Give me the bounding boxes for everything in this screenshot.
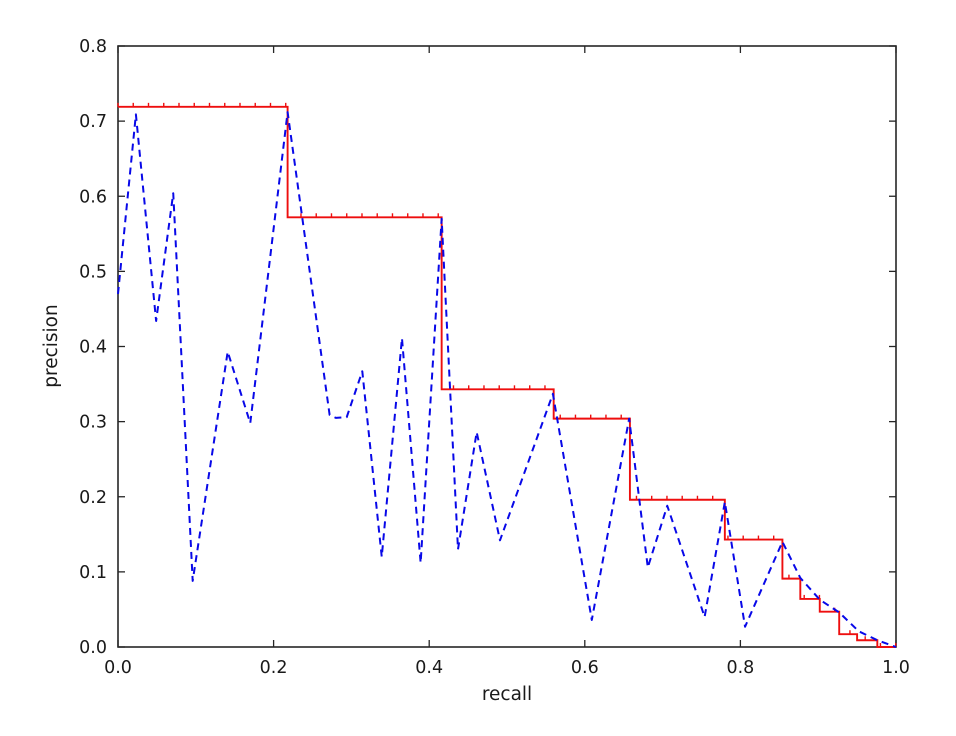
x-axis-label: recall [482, 684, 532, 705]
y-tick-label: 0.5 [79, 262, 107, 282]
y-tick-label: 0.3 [79, 413, 107, 433]
y-tick-label: 0.6 [79, 187, 107, 207]
red-step-series [118, 105, 896, 648]
x-tick-label: 0.0 [104, 658, 132, 678]
y-tick-label: 0.0 [79, 638, 107, 658]
y-tick-label: 0.2 [79, 488, 107, 508]
y-tick-label: 0.1 [79, 563, 107, 583]
plot-frame [117, 45, 897, 648]
x-tick-label: 0.4 [415, 658, 443, 678]
blue-dashed-series [117, 111, 897, 648]
y-tick-label: 0.4 [79, 338, 107, 358]
x-tick-label: 0.6 [571, 658, 599, 678]
plot-layer: 0.0 0.2 0.4 0.6 0.8 1.0 0.0 0.1 0.2 0.3 0.4 0.5 0.6 0… [79, 37, 910, 678]
x-tick-label: 1.0 [882, 658, 910, 678]
y-axis-label: precision [41, 304, 62, 387]
y-tick-label: 0.8 [79, 37, 107, 57]
x-tick-label: 0.2 [260, 658, 288, 678]
x-tick-label: 0.8 [726, 658, 754, 678]
y-tick-label: 0.7 [79, 112, 107, 132]
